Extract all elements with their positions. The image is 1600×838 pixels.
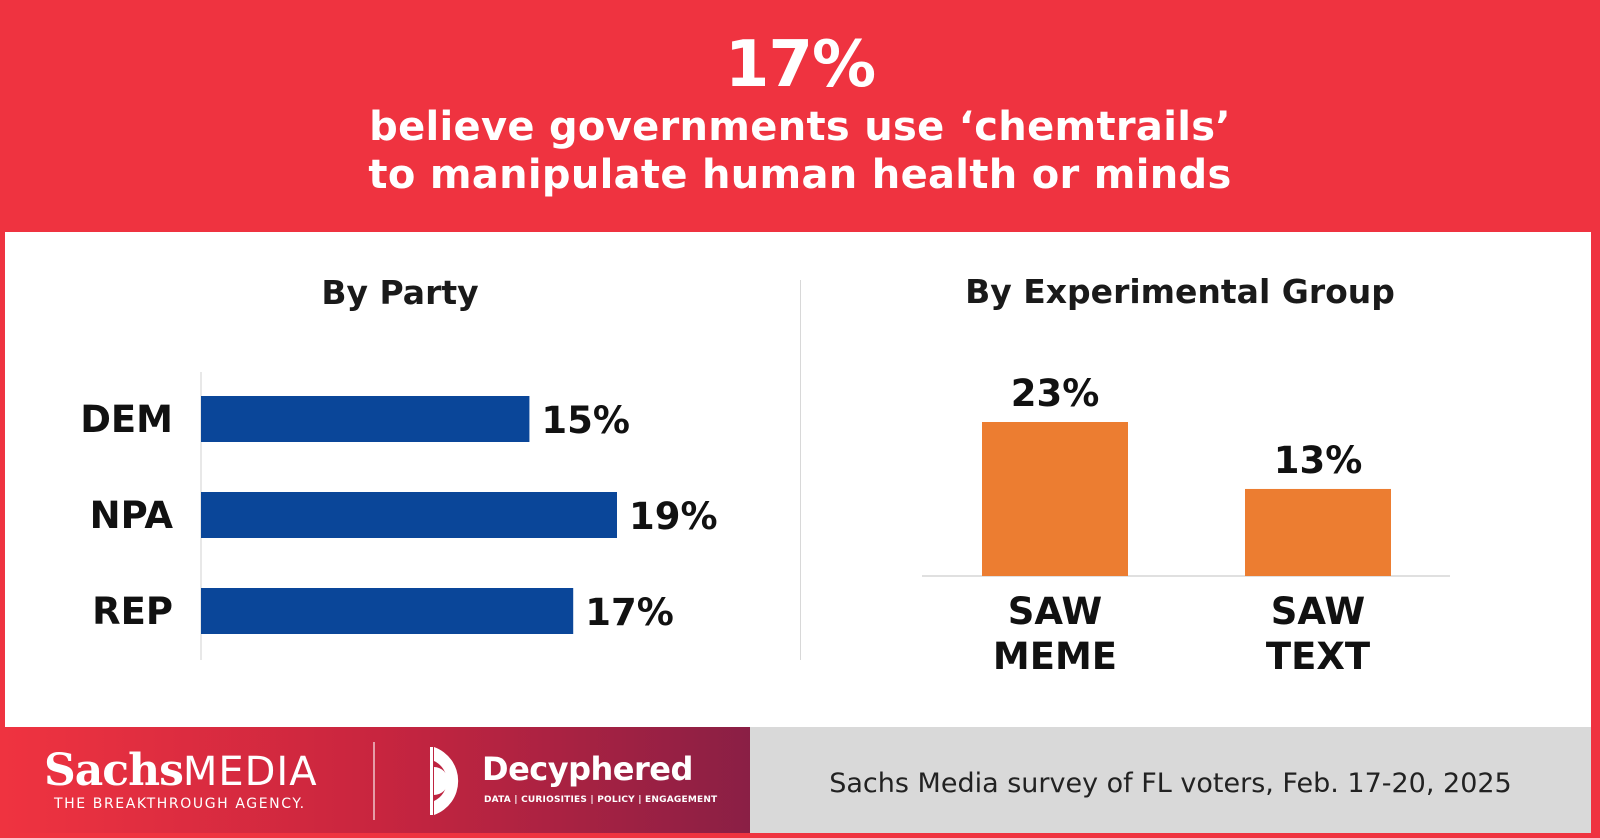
party-value-dem: 15% (541, 399, 630, 442)
decyphered-name: Decyphered (482, 750, 693, 788)
group-chart-title: By Experimental Group (965, 272, 1395, 311)
group-label-saw-text-line-1: SAW (1271, 590, 1365, 633)
decyphered-tagline: DATA | CURIOSITIES | POLICY | ENGAGEMENT (484, 795, 718, 805)
media-logo-word: MEDIA (182, 749, 318, 795)
footer-separator (373, 742, 375, 820)
party-value-rep: 17% (585, 591, 674, 634)
panel-divider (800, 280, 801, 660)
headline-line-1: believe governments use ‘chemtrails’ (369, 104, 1231, 150)
footer-source-strip (750, 727, 1591, 833)
group-label-saw-text-line-2: TEXT (1266, 635, 1371, 678)
group-label-saw-meme-line-2: MEME (993, 635, 1117, 678)
footer-brand-strip (5, 727, 750, 833)
party-label-npa: NPA (90, 494, 174, 537)
group-value-saw-text: 13% (1274, 439, 1363, 482)
header-banner: 17% believe governments use ‘chemtrails’… (0, 0, 1600, 232)
decyphered-logo-icon (430, 747, 459, 815)
chart-panel (5, 232, 1591, 727)
sachs-media-logo: SachsMEDIA (44, 745, 318, 796)
sachs-tagline: THE BREAKTHROUGH AGENCY. (54, 796, 306, 812)
headline-line-2: to manipulate human health or minds (368, 152, 1232, 198)
group-value-saw-meme: 23% (1011, 372, 1100, 415)
party-bar-npa (201, 492, 617, 538)
party-label-rep: REP (92, 590, 173, 633)
group-label-saw-meme-line-1: SAW (1008, 590, 1102, 633)
group-bar-saw-text (1245, 488, 1391, 576)
group-bar-saw-meme (982, 422, 1128, 576)
party-bar-rep (201, 588, 574, 634)
party-chart-title: By Party (321, 273, 479, 312)
party-label-dem: DEM (80, 398, 173, 441)
headline-percentage: 17% (724, 28, 876, 102)
sachs-logo-word: Sachs (44, 745, 184, 796)
party-bar-dem (201, 396, 530, 442)
source-note: Sachs Media survey of FL voters, Feb. 17… (829, 768, 1512, 799)
party-value-npa: 19% (629, 495, 718, 538)
